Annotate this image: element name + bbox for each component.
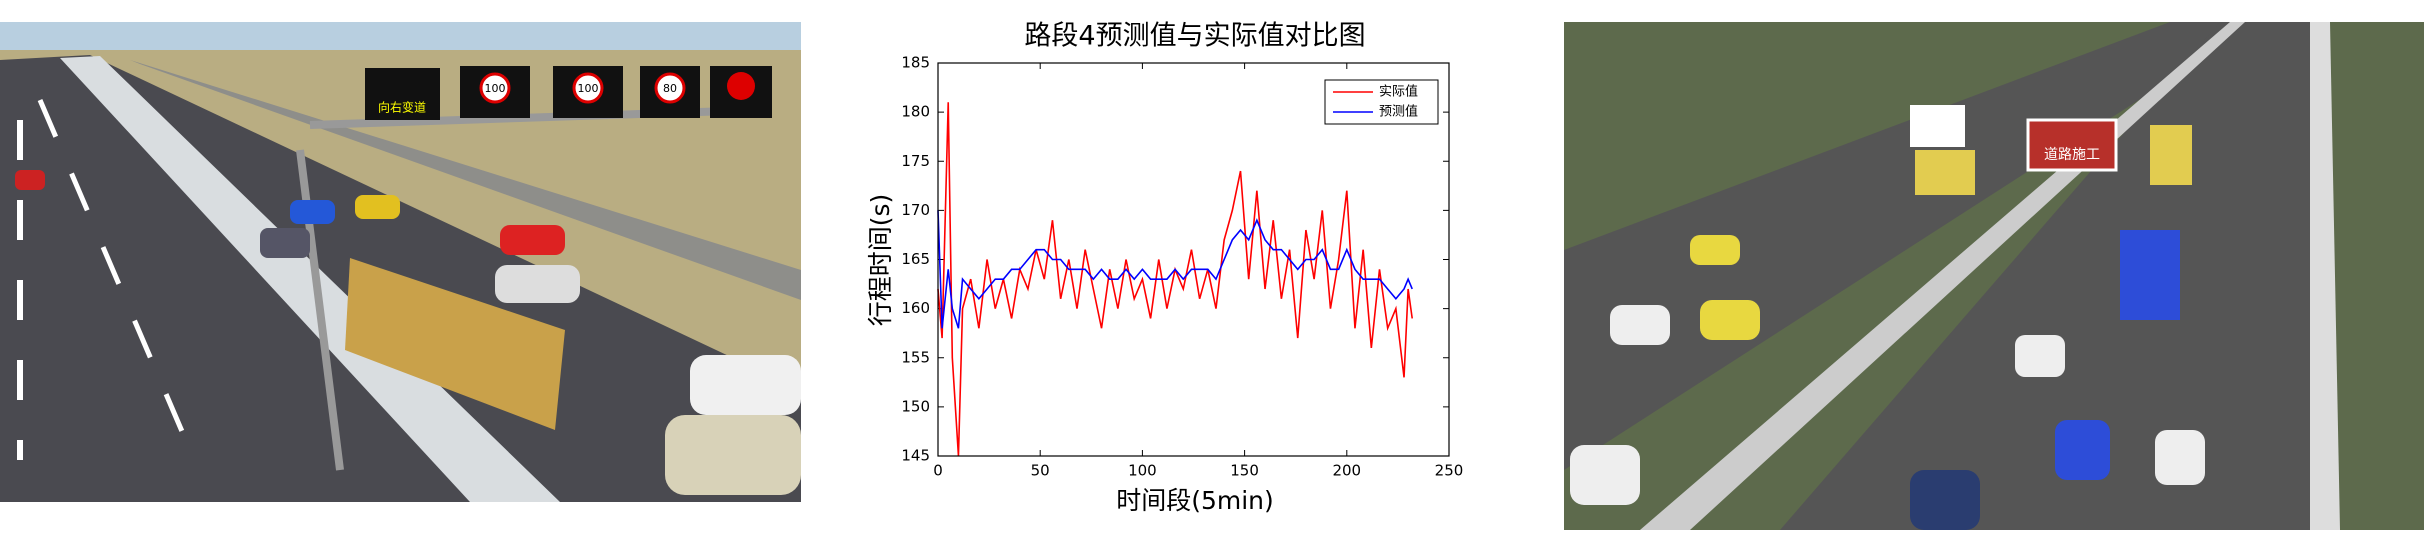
car (690, 355, 801, 415)
road-edge (130, 60, 801, 300)
sign (2026, 118, 2118, 172)
y-axis-label: 行程时间(s) (866, 194, 895, 327)
car (290, 200, 335, 224)
lane-line (37, 99, 193, 451)
x-tick-label: 50 (1031, 462, 1050, 480)
sky (0, 22, 801, 50)
sign-text: 向右变道 (378, 100, 426, 115)
y-tick-label: 185 (901, 54, 930, 72)
sign-text: 80 (663, 82, 677, 95)
car (665, 415, 801, 495)
sign-text: 道路施工 (2044, 147, 2100, 163)
shape (654, 72, 686, 104)
barrier (60, 56, 560, 502)
shape (727, 72, 755, 100)
x-tick-label: 200 (1332, 462, 1361, 480)
sign-text: 100 (578, 82, 599, 95)
bus (1915, 150, 1975, 195)
bus (1910, 105, 1965, 147)
car (2055, 420, 2110, 480)
y-tick-label: 150 (901, 397, 930, 415)
y-tick-label: 145 (901, 447, 930, 465)
legend-label: 实际值 (1379, 84, 1418, 100)
x-axis-label: 时间段(5min) (1116, 486, 1274, 515)
x-tick-label: 150 (1230, 462, 1259, 480)
barrier (2310, 22, 2340, 530)
car (500, 225, 565, 255)
chart-title: 路段4预测值与实际值对比图 (1024, 21, 1365, 52)
y-tick-label: 165 (901, 250, 930, 268)
bus (345, 258, 565, 430)
legend-box (1324, 79, 1439, 125)
left-scene: 向右变道 100 100 80 (0, 22, 801, 502)
x-tick-label: 250 (1435, 462, 1464, 480)
car (1910, 470, 1980, 530)
x-tick-label: 100 (1128, 462, 1157, 480)
y-tick-label: 175 (901, 152, 930, 170)
sign-text: 100 (485, 82, 506, 95)
car (1610, 305, 1670, 345)
car (1570, 445, 1640, 505)
shape (572, 72, 604, 104)
car (15, 170, 45, 190)
car (260, 228, 310, 258)
bus (2150, 125, 2192, 185)
signs: 向右变道 100 100 80 (365, 66, 772, 120)
y-tick-label: 160 (901, 299, 930, 317)
chart: 路段4预测值与实际值对比图 时间段(5min) 行程时间(s) 0 50 100 15… (866, 21, 1463, 516)
car (1700, 300, 1760, 340)
x-tick-label: 0 (933, 462, 943, 480)
shape (479, 72, 511, 104)
y-tick-label: 180 (901, 103, 930, 121)
legend-label: 预测值 (1379, 104, 1418, 120)
car (2155, 430, 2205, 485)
data-line (937, 210, 1413, 329)
y-tick-label: 155 (901, 348, 930, 366)
y-tick-label: 170 (901, 201, 930, 219)
car (1690, 235, 1740, 265)
car (355, 195, 400, 219)
bus (2120, 230, 2180, 320)
car (495, 265, 580, 303)
data-line (937, 102, 1414, 457)
plot-frame (937, 62, 1450, 457)
car (2015, 335, 2065, 377)
right-scene: 道路施工 (1564, 22, 2424, 530)
shape (365, 68, 440, 120)
